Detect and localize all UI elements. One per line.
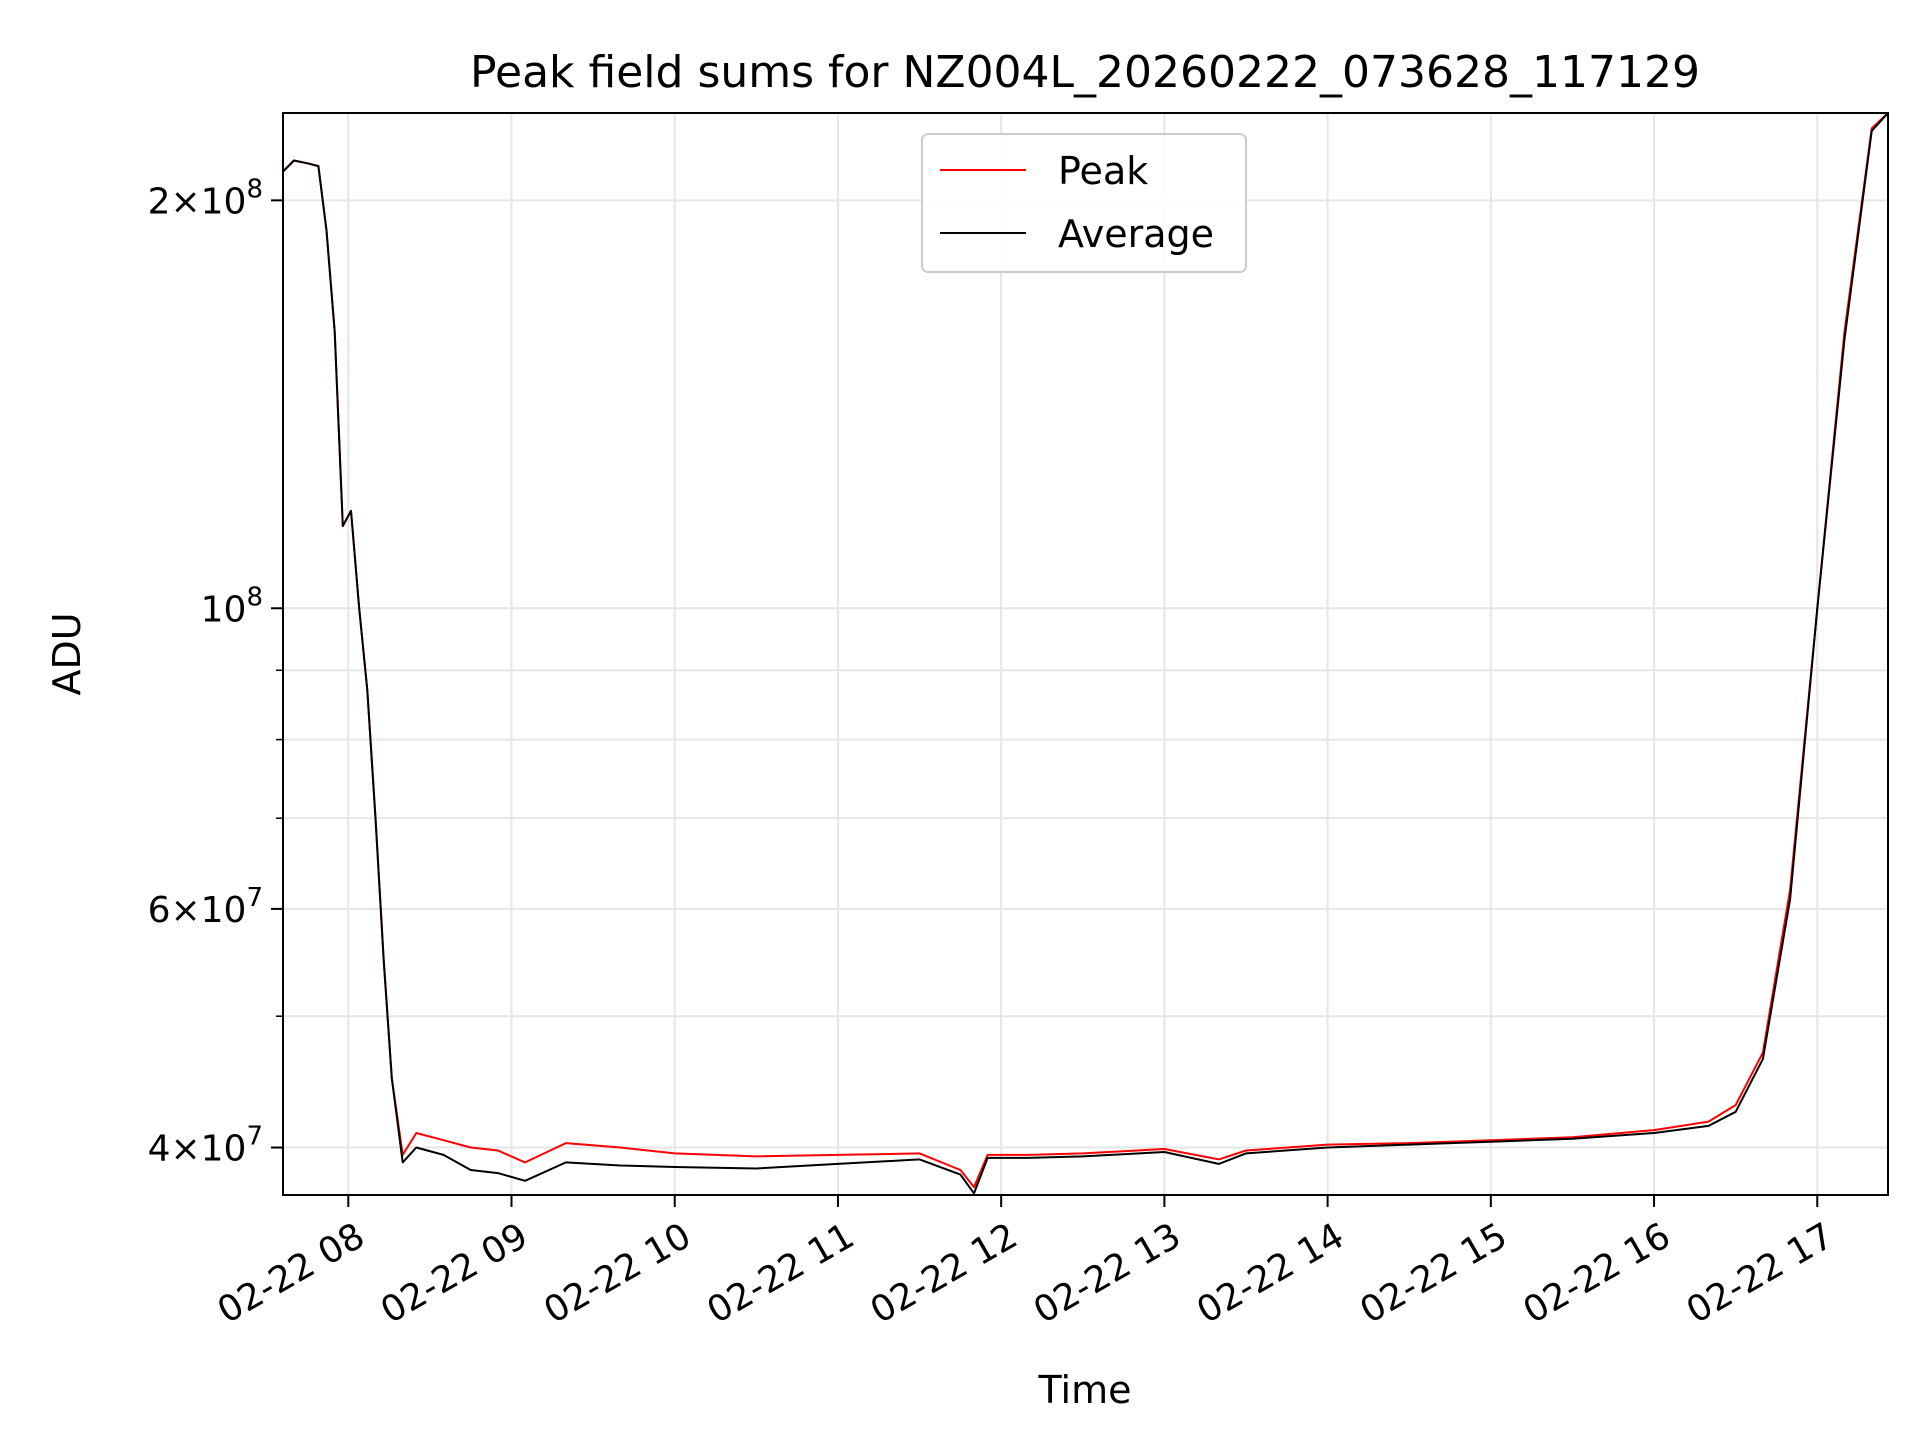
y-tick-label: 6×107	[148, 883, 263, 931]
series-line-average	[282, 112, 1889, 1195]
chart-title: Peak field sums for NZ004L_20260222_0736…	[470, 47, 1700, 98]
series-layer	[282, 112, 1889, 1195]
legend-label-average: Average	[1058, 212, 1214, 256]
y-axis-label: ADU	[45, 612, 89, 695]
y-tick-label: 2×108	[148, 174, 263, 222]
y-tick-label: 4×107	[148, 1122, 263, 1170]
y-tick-label: 108	[201, 582, 263, 630]
legend: Peak Average	[921, 133, 1247, 273]
plot-frame	[282, 112, 1889, 1196]
x-axis-label: Time	[1038, 1368, 1132, 1412]
legend-box	[921, 133, 1247, 273]
legend-label-peak: Peak	[1058, 149, 1148, 193]
